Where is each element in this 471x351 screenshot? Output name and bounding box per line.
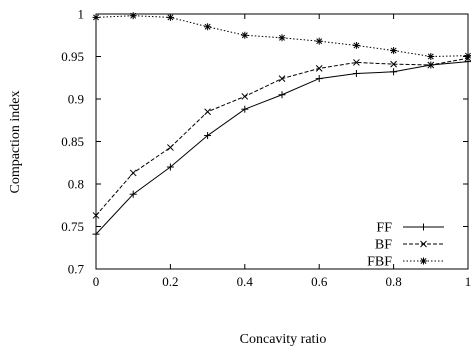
data-point-fbf <box>315 37 323 45</box>
y-axis-ticks: 0.7 0.75 0.8 0.85 0.9 0.95 1 <box>61 7 468 277</box>
x-tick-label: 0.8 <box>385 274 401 289</box>
y-tick-label: 0.7 <box>68 262 85 277</box>
series-line-bf <box>95 57 469 216</box>
data-point-fbf <box>390 47 398 55</box>
data-point-ff <box>352 70 360 77</box>
data-point-fbf <box>427 53 435 60</box>
x-tick-label: 0 <box>93 274 100 289</box>
data-point-bf <box>353 59 360 66</box>
data-point-bf <box>315 65 323 72</box>
legend-label: FF <box>376 221 392 236</box>
data-point-fbf <box>464 52 471 60</box>
data-point-ff <box>92 230 100 238</box>
data-point-fbf <box>129 12 137 20</box>
data-point-ff <box>464 58 471 66</box>
data-point-ff <box>166 163 174 171</box>
x-tick-label: 0.6 <box>311 274 328 289</box>
series-line-ff <box>95 61 469 235</box>
data-point-fbf <box>166 13 174 21</box>
legend-label: BF <box>375 238 392 253</box>
y-tick-label: 1 <box>78 7 85 22</box>
data-point-ff <box>315 75 323 83</box>
legend-marker-bf <box>420 240 427 248</box>
legend-marker-fbf <box>420 257 427 265</box>
data-point-fbf <box>352 41 360 49</box>
legend-label: FBF <box>367 255 392 270</box>
series-ff <box>92 58 471 238</box>
legend: FF BF FBF <box>367 221 444 270</box>
data-point-fbf <box>241 31 249 39</box>
x-tick-label: 0.4 <box>237 274 254 289</box>
data-point-fbf <box>92 13 100 21</box>
x-tick-label: 0.2 <box>162 274 178 289</box>
x-axis-label: Concavity ratio <box>240 332 327 347</box>
data-point-ff <box>129 190 137 198</box>
x-axis-ticks: 0 0.2 0.4 0.6 0.8 1 <box>93 14 471 289</box>
y-tick-label: 0.8 <box>68 177 84 192</box>
y-tick-label: 0.95 <box>61 49 84 64</box>
data-point-ff <box>278 91 286 99</box>
data-point-bf <box>241 93 249 100</box>
y-tick-label: 0.9 <box>68 92 84 107</box>
data-point-bf <box>129 169 137 177</box>
y-tick-label: 0.85 <box>61 134 84 149</box>
data-point-ff <box>241 105 249 113</box>
series-fbf <box>92 12 471 60</box>
y-axis-label: Compaction index <box>8 90 23 193</box>
data-point-bf <box>390 60 397 68</box>
data-point-ff <box>390 68 398 76</box>
data-point-fbf <box>278 34 286 42</box>
data-point-fbf <box>204 23 212 31</box>
series-bf <box>92 54 471 219</box>
plot-border <box>95 13 469 270</box>
legend-marker-ff <box>420 223 427 231</box>
data-point-ff <box>204 132 212 140</box>
data-point-bf <box>92 212 100 219</box>
data-point-bf <box>278 75 286 82</box>
series-layer <box>92 12 471 238</box>
data-point-bf <box>427 61 435 69</box>
x-tick-label: 1 <box>465 274 471 289</box>
data-point-bf <box>204 108 211 116</box>
plot-frame <box>95 13 469 270</box>
data-point-bf <box>167 144 174 151</box>
y-tick-label: 0.75 <box>61 219 84 234</box>
